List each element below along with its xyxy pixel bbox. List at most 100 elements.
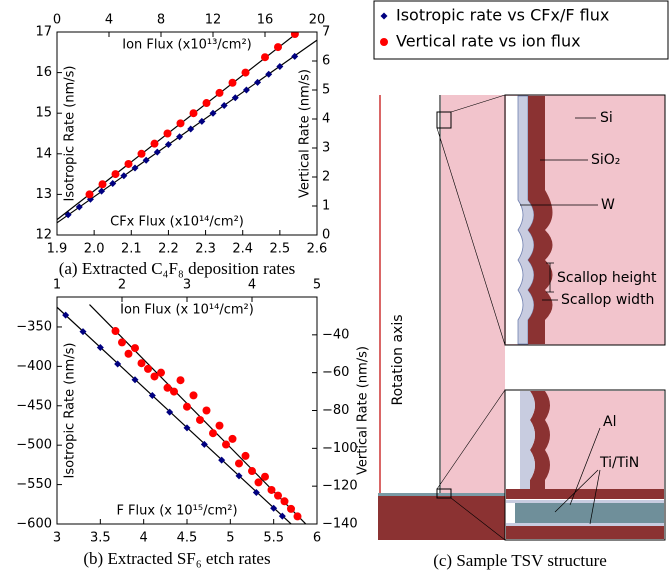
point	[148, 392, 156, 400]
point	[109, 179, 117, 187]
point	[131, 376, 139, 384]
point	[150, 139, 159, 148]
point	[200, 440, 208, 448]
y-axis-label: Isotropic Rate (nm/s)	[63, 66, 78, 202]
point	[209, 429, 217, 438]
point	[157, 368, 165, 377]
point	[215, 421, 224, 430]
tungsten-bottom	[520, 391, 535, 490]
aluminum	[515, 503, 664, 523]
point	[79, 328, 87, 336]
point	[111, 170, 120, 179]
x2-tick-label: 2	[118, 278, 126, 293]
point	[176, 376, 185, 385]
point	[183, 402, 191, 411]
zoom-box	[436, 111, 452, 129]
y-tick-label: −550	[16, 477, 52, 492]
y2-axis-label: Vertical Rate (nm/s)	[298, 69, 313, 198]
point	[163, 383, 172, 392]
point	[153, 148, 161, 156]
point	[187, 125, 195, 133]
point	[198, 117, 206, 125]
y2-tick-label: 6	[322, 54, 330, 69]
x2-tick-label: 8	[157, 13, 165, 28]
silicon-wall	[441, 95, 505, 495]
point	[124, 159, 133, 168]
y2-tick-label: 2	[322, 170, 330, 185]
y2-axis-label: Vertical Rate (nm/s)	[356, 346, 371, 475]
y2-tick-label: 1	[322, 199, 330, 214]
point	[75, 203, 83, 211]
point	[228, 78, 237, 87]
point	[291, 52, 299, 60]
x2-tick-label: 3	[183, 278, 191, 293]
point	[215, 88, 224, 97]
oxide-liner	[528, 96, 553, 344]
y-tick-label: −350	[16, 319, 52, 334]
oxide-bottom	[530, 391, 550, 490]
x-tick-label: 1.9	[47, 242, 68, 257]
point	[220, 101, 228, 109]
point	[265, 70, 273, 78]
label: SiO₂	[591, 152, 620, 168]
point	[290, 32, 299, 39]
tsv-diagram: Rotation axis Si SiO₂ W Scallop height S…	[378, 94, 666, 570]
y2-tick-label: −60	[322, 365, 349, 380]
y-tick-label: 15	[35, 106, 52, 121]
point	[202, 99, 211, 108]
zoom-box	[436, 488, 452, 499]
point	[196, 415, 204, 424]
point	[163, 129, 172, 138]
legend-marker	[380, 12, 388, 20]
metal-layer	[378, 493, 505, 496]
x-tick-label: 2.2	[158, 242, 179, 257]
layer	[506, 489, 664, 499]
point	[189, 109, 198, 118]
y2-tick-label: −80	[322, 403, 349, 418]
point	[131, 164, 139, 172]
y-tick-label: −450	[16, 398, 52, 413]
x-tick-label: 4	[140, 531, 148, 546]
point	[144, 364, 152, 373]
zoom-line	[450, 94, 506, 113]
y2-tick-label: 4	[322, 112, 330, 127]
x2-tick-label: 4	[105, 13, 113, 28]
point	[85, 190, 94, 199]
label: W	[601, 197, 615, 213]
silicon-bottom	[545, 391, 664, 489]
caption: (a) Extracted C₄F₈ deposition rates	[59, 259, 296, 278]
label: Si	[600, 110, 613, 126]
leader	[589, 469, 601, 525]
leader	[554, 469, 599, 513]
point	[120, 172, 128, 180]
y-axis-label: Isotropic Rate (nm/s)	[63, 343, 78, 479]
point	[274, 491, 282, 500]
point	[235, 472, 243, 480]
x-tick-label: 2.4	[232, 242, 253, 257]
point	[267, 485, 276, 494]
point	[137, 149, 146, 158]
point	[248, 467, 256, 476]
x2-axis-label: Ion Flux (x 10¹⁴/cm²)	[120, 303, 254, 318]
point	[235, 459, 243, 468]
x2-tick-label: 12	[205, 13, 222, 28]
plot-area	[57, 32, 317, 224]
trench	[506, 96, 523, 344]
x2-axis-label: Ion Flux (x10¹³/cm²)	[122, 38, 252, 53]
point	[150, 372, 159, 381]
point	[209, 109, 217, 117]
point	[261, 53, 269, 62]
point	[293, 512, 302, 521]
layer	[506, 500, 664, 503]
point	[231, 94, 239, 102]
point	[241, 68, 250, 77]
x-tick-label: 3.5	[90, 531, 111, 546]
y-tick-label: −600	[16, 517, 52, 532]
point	[276, 63, 284, 71]
label: Rotation axis	[390, 314, 406, 405]
point	[228, 434, 237, 443]
zoom-line	[436, 127, 506, 346]
caption: (c) Sample TSV structure	[433, 551, 607, 570]
legend-frame	[373, 0, 669, 60]
